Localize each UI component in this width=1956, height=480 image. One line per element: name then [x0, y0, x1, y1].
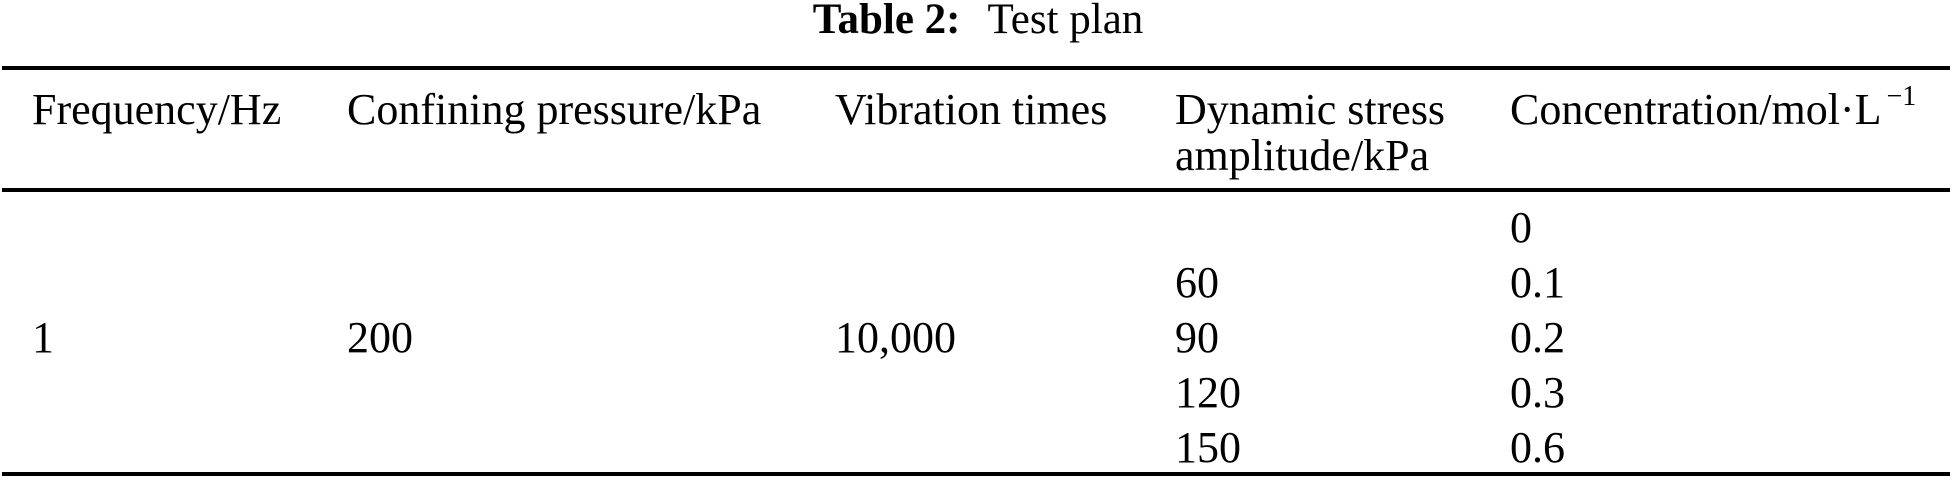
cell-r2-pressure — [347, 255, 835, 310]
cell-r4-amplitude: 120 — [1175, 368, 1241, 417]
cell-r4-vibration — [835, 365, 1175, 420]
header-concentration-base: Concentration/mol·L — [1510, 85, 1882, 134]
cell-r3-vibration: 10,000 — [835, 313, 956, 362]
cell-r5-amplitude: 150 — [1175, 423, 1241, 472]
cell-r2-vibration — [835, 255, 1175, 310]
table-body: 0 60 0.1 1 200 10,000 90 0.2 120 0.3 150… — [0, 200, 1956, 475]
table-bottom-rule — [2, 472, 1950, 476]
table-top-rule — [2, 66, 1950, 70]
cell-r3-pressure: 200 — [347, 313, 413, 362]
header-confining-pressure: Confining pressure/kPa — [347, 85, 762, 134]
header-concentration-exponent: −1 — [1886, 81, 1917, 112]
cell-r1-vibration — [835, 200, 1175, 255]
cell-r1-amplitude — [1175, 200, 1510, 255]
table-caption-title: Test plan — [987, 0, 1144, 43]
cell-r5-concentration: 0.6 — [1510, 423, 1565, 472]
header-frequency: Frequency/Hz — [32, 85, 282, 134]
cell-r4-frequency — [32, 365, 347, 420]
cell-r2-amplitude: 60 — [1175, 258, 1219, 307]
cell-r2-concentration: 0.1 — [1510, 258, 1565, 307]
cell-r5-vibration — [835, 420, 1175, 475]
cell-r1-concentration: 0 — [1510, 203, 1532, 252]
cell-r4-pressure — [347, 365, 835, 420]
cell-r3-amplitude: 90 — [1175, 313, 1219, 362]
cell-r5-pressure — [347, 420, 835, 475]
table-caption: Table 2: Test plan — [0, 0, 1956, 42]
header-dynamic-stress-line2: amplitude/kPa — [1175, 131, 1430, 180]
cell-r2-frequency — [32, 255, 347, 310]
cell-r5-frequency — [32, 420, 347, 475]
cell-r1-pressure — [347, 200, 835, 255]
cell-r3-concentration: 0.2 — [1510, 313, 1565, 362]
header-dynamic-stress-line1: Dynamic stress — [1175, 85, 1446, 134]
header-concentration: Concentration/mol·L −1 — [1510, 83, 1956, 134]
header-dynamic-stress-amplitude: Dynamic stress amplitude/kPa — [1175, 87, 1510, 179]
cell-r1-frequency — [32, 200, 347, 255]
header-vibration-times: Vibration times — [835, 85, 1108, 134]
table-caption-label: Table 2: — [812, 0, 961, 43]
cell-r4-concentration: 0.3 — [1510, 368, 1565, 417]
cell-r3-frequency: 1 — [32, 313, 54, 362]
table-mid-rule — [2, 188, 1950, 192]
table-header-row: Frequency/Hz Confining pressure/kPa Vibr… — [0, 83, 1956, 179]
